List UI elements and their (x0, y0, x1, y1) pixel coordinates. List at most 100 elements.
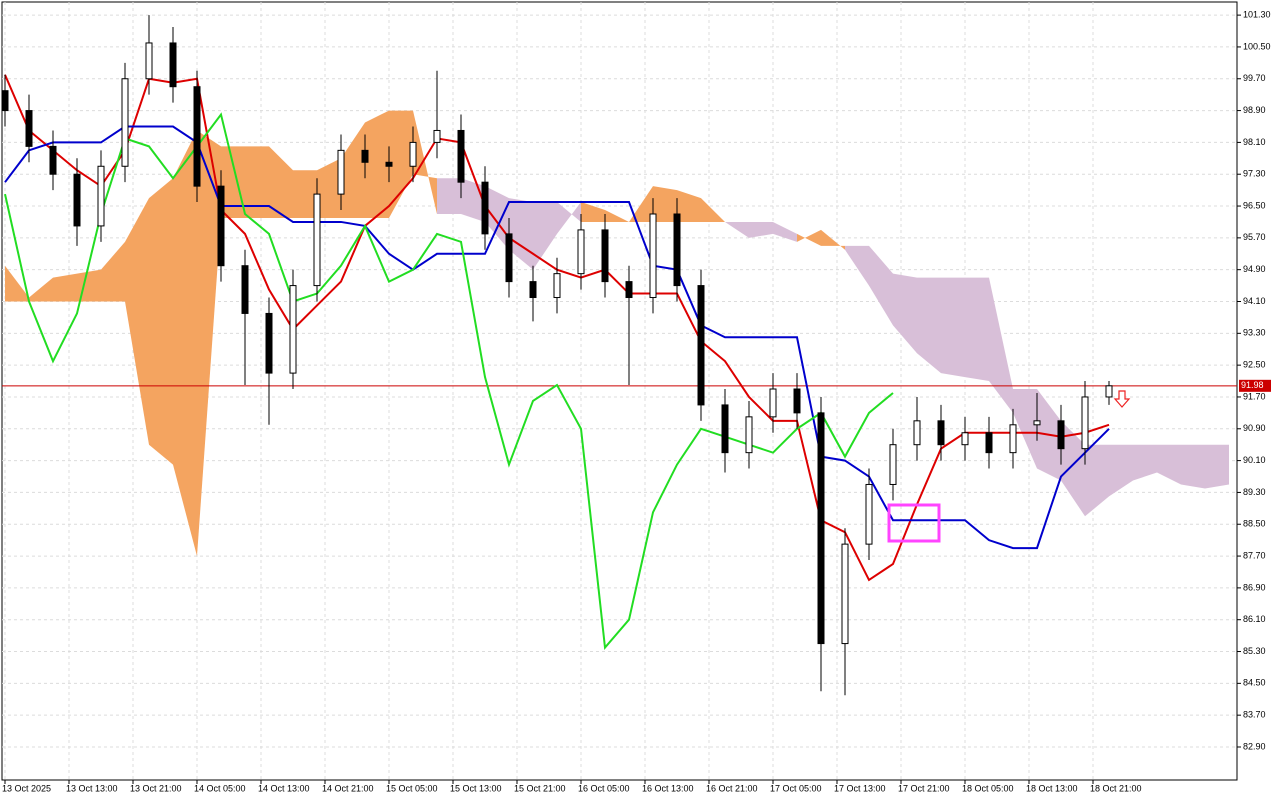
cloud-segment (1061, 420, 1085, 517)
candle-body (1, 90, 9, 112)
cloud-segment (77, 269, 101, 302)
candle-body (745, 416, 753, 454)
y-tick-label: 92.50 (1243, 360, 1266, 370)
y-tick-label: 93.30 (1243, 328, 1266, 338)
cloud-segment (101, 241, 125, 302)
candle-body (481, 181, 489, 235)
y-tick-label: 90.10 (1243, 455, 1266, 465)
axes: 101.30 100.50 99.70 98.90 98.10 97.30 96.50 95.… (2, 9, 1271, 793)
y-tick-label: 94.10 (1243, 296, 1266, 306)
cloud-segment (1133, 444, 1157, 481)
y-tick-label: 99.70 (1243, 73, 1266, 83)
cloud-segment (149, 178, 173, 465)
candle-body (889, 444, 897, 485)
x-tick-label: 18 Oct 21:00 (1090, 783, 1142, 793)
y-tick-label: 87.70 (1243, 550, 1266, 560)
cloud-segment (941, 277, 965, 378)
candle-body (121, 78, 129, 167)
y-tick-label: 95.70 (1243, 232, 1266, 242)
candle-body (217, 185, 225, 267)
x-tick-label: 16 Oct 13:00 (642, 783, 694, 793)
cloud-segment (173, 130, 197, 557)
y-tick-label: 94.90 (1243, 264, 1266, 274)
candle-body (169, 42, 177, 88)
candle-body (673, 213, 681, 287)
candle-body (433, 129, 441, 143)
y-tick-label: 98.90 (1243, 105, 1266, 115)
candle-body (505, 233, 513, 283)
cloud-segment (965, 277, 989, 382)
y-tick-label: 101.30 (1243, 9, 1271, 19)
x-tick-label: 13 Oct 21:00 (130, 783, 182, 793)
candle-body (697, 285, 705, 406)
highlight-box (887, 503, 941, 543)
cloud-segment (1181, 444, 1205, 489)
cloud-segment (341, 122, 365, 218)
down-arrow (1113, 390, 1131, 408)
current-price-label: 91.98 (1241, 380, 1264, 390)
cloud-segment (581, 202, 605, 222)
candle-body (1009, 424, 1017, 454)
cloud-segment (413, 110, 437, 214)
cloud-segment (245, 146, 269, 218)
candle-body (769, 388, 777, 418)
cloud-segment (533, 202, 557, 270)
candle-body (649, 213, 657, 299)
y-tick-label: 84.50 (1243, 678, 1266, 688)
y-tick-label: 97.30 (1243, 169, 1266, 179)
cloud-segment (701, 198, 725, 222)
candle-body (529, 281, 537, 299)
candle-body (1033, 420, 1041, 426)
cloud-segment (221, 146, 245, 218)
x-tick-label: 14 Oct 21:00 (322, 783, 374, 793)
cloud-segment (1109, 444, 1133, 497)
candle-body (385, 161, 393, 167)
y-tick-label: 86.90 (1243, 582, 1266, 592)
cloud-segment (653, 186, 677, 222)
y-tick-label: 91.70 (1243, 391, 1266, 401)
cloud-segment (1205, 444, 1229, 489)
candle-body (625, 281, 633, 299)
cloud-segment (1013, 389, 1037, 469)
candle-body (145, 42, 153, 80)
x-tick-label: 17 Oct 13:00 (834, 783, 886, 793)
y-tick-label: 96.50 (1243, 200, 1266, 210)
y-tick-label: 100.50 (1243, 41, 1271, 51)
candle-body (289, 285, 297, 374)
candle-body (97, 165, 105, 227)
candle-body (985, 432, 993, 454)
y-tick-label: 89.30 (1243, 487, 1266, 497)
candle-body (961, 432, 969, 446)
x-tick-label: 18 Oct 05:00 (962, 783, 1014, 793)
cloud-segment (461, 178, 485, 222)
y-tick-label: 90.90 (1243, 423, 1266, 433)
candle-body (1057, 420, 1065, 450)
cloud-segment (317, 158, 341, 218)
indicator-line (4, 112, 894, 650)
x-tick-label: 15 Oct 21:00 (514, 783, 566, 793)
candle-body (865, 483, 873, 545)
cloud-segment (725, 221, 749, 238)
cloud-segment (845, 245, 869, 286)
candle-body (25, 110, 33, 147)
candle-body (913, 420, 921, 446)
cloud-segment (677, 190, 701, 222)
candle-body (841, 543, 849, 645)
y-tick-label: 86.10 (1243, 614, 1266, 624)
cloud-segment (557, 202, 581, 234)
cloud-segment (197, 130, 221, 557)
cloud-segment (749, 221, 773, 238)
x-tick-label: 16 Oct 21:00 (706, 783, 758, 793)
cloud-segment (29, 277, 53, 302)
x-tick-label: 13 Oct 2025 (2, 783, 51, 793)
y-tick-label: 88.50 (1243, 519, 1266, 529)
candle-body (265, 312, 273, 374)
x-tick-label: 17 Oct 05:00 (770, 783, 822, 793)
candle-body (817, 412, 825, 645)
cloud-segment (797, 229, 821, 246)
x-tick-label: 17 Oct 21:00 (898, 783, 950, 793)
candle-body (49, 145, 57, 175)
cloud-segment (293, 170, 317, 218)
x-tick-label: 15 Oct 13:00 (450, 783, 502, 793)
cloud-segment (125, 198, 149, 445)
